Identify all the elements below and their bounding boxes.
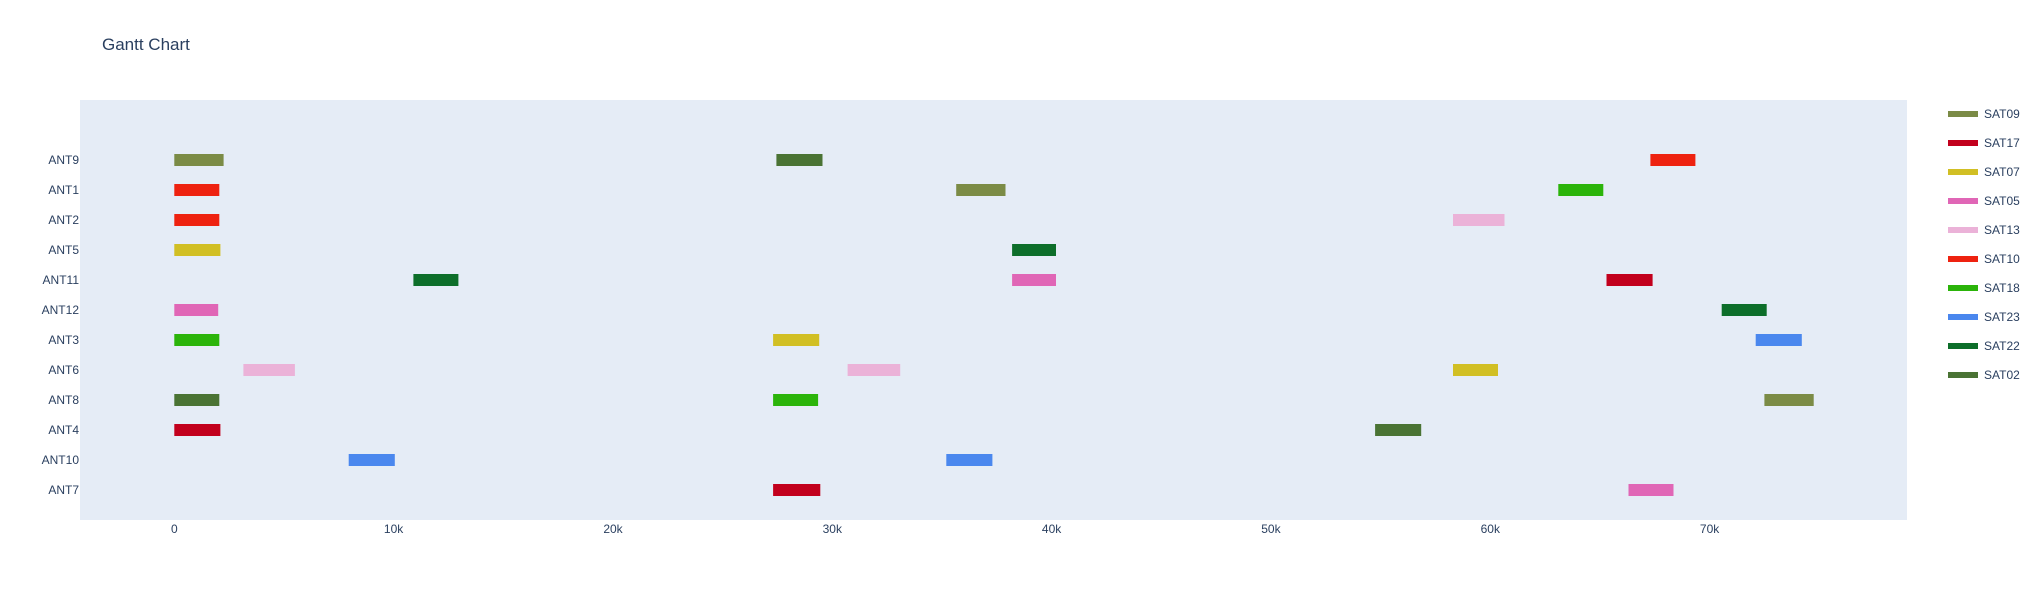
bars-layer	[174, 154, 1814, 496]
gantt-bar-ant1-sat09	[956, 184, 1006, 196]
legend-swatch	[1948, 256, 1978, 262]
legend-item-sat13[interactable]: SAT13	[1948, 223, 2020, 237]
gantt-bar-ant8-sat09	[1764, 394, 1814, 406]
y-tick-label: ANT11	[43, 273, 80, 287]
gantt-bar-ant11-sat22	[413, 274, 459, 286]
gantt-bar-ant3-sat23	[1755, 334, 1802, 346]
legend-item-sat05[interactable]: SAT05	[1948, 194, 2020, 208]
gantt-bar-ant5-sat22	[1012, 244, 1056, 256]
y-tick-label: ANT6	[48, 363, 79, 377]
legend-label: SAT10	[1984, 252, 2020, 266]
legend-swatch	[1948, 343, 1978, 349]
legend-item-sat07[interactable]: SAT07	[1948, 165, 2020, 179]
gantt-bar-ant1-sat18	[1558, 184, 1604, 196]
gantt-bar-ant3-sat07	[773, 334, 820, 346]
y-axis: ANT9 ANT1 ANT2 ANT5 ANT11 ANT12 ANT3 ANT6 ANT8 AN…	[42, 153, 80, 497]
gantt-bar-ant1-sat10	[174, 184, 220, 196]
legend-label: SAT07	[1984, 165, 2020, 179]
legend-label: SAT09	[1984, 107, 2020, 121]
gantt-bar-ant12-sat05	[174, 304, 219, 316]
legend-swatch	[1948, 314, 1978, 320]
y-tick-label: ANT1	[48, 183, 79, 197]
legend-swatch	[1948, 285, 1978, 291]
gantt-bar-ant6-sat07	[1453, 364, 1498, 376]
legend-label: SAT02	[1984, 368, 2020, 382]
x-tick-label: 30k	[823, 522, 843, 536]
legend-label: SAT17	[1984, 136, 2020, 150]
legend-item-sat22[interactable]: SAT22	[1948, 339, 2020, 353]
legend-swatch	[1948, 169, 1978, 175]
y-tick-label: ANT5	[48, 243, 79, 257]
gantt-bar-ant9-sat02	[776, 154, 823, 166]
y-tick-label: ANT2	[48, 213, 79, 227]
gantt-bar-ant3-sat18	[174, 334, 220, 346]
x-tick-label: 20k	[603, 522, 623, 536]
legend-item-sat17[interactable]: SAT17	[1948, 136, 2020, 150]
gantt-bar-ant6-sat13	[243, 364, 295, 376]
legend-item-sat10[interactable]: SAT10	[1948, 252, 2020, 266]
legend-item-sat09[interactable]: SAT09	[1948, 107, 2020, 121]
legend-swatch	[1948, 227, 1978, 233]
legend-label: SAT18	[1984, 281, 2020, 295]
x-tick-label: 0	[171, 522, 178, 536]
legend-item-sat23[interactable]: SAT23	[1948, 310, 2020, 324]
y-tick-label: ANT9	[48, 153, 79, 167]
gantt-bar-ant4-sat02	[1375, 424, 1422, 436]
legend-label: SAT13	[1984, 223, 2020, 237]
y-tick-label: ANT7	[48, 483, 79, 497]
y-tick-label: ANT4	[48, 423, 79, 437]
legend-swatch	[1948, 140, 1978, 146]
gantt-bar-ant8-sat02	[174, 394, 220, 406]
gantt-bar-ant8-sat18	[773, 394, 819, 406]
legend-swatch	[1948, 198, 1978, 204]
gantt-bar-ant9-sat09	[174, 154, 224, 166]
gantt-bar-ant2-sat13	[1453, 214, 1505, 226]
legend-item-sat02[interactable]: SAT02	[1948, 368, 2020, 382]
y-tick-label: ANT8	[48, 393, 79, 407]
gantt-bar-ant12-sat22	[1721, 304, 1767, 316]
legend-label: SAT22	[1984, 339, 2020, 353]
gantt-bar-ant2-sat10	[174, 214, 220, 226]
chart-title: Gantt Chart	[102, 35, 190, 54]
y-tick-label: ANT3	[48, 333, 79, 347]
gantt-bar-ant5-sat07	[174, 244, 221, 256]
plot-area	[80, 100, 1907, 520]
gantt-bar-ant6-sat13	[847, 364, 901, 376]
gantt-bar-ant11-sat05	[1012, 274, 1056, 286]
x-tick-label: 10k	[384, 522, 404, 536]
legend: SAT09 SAT17 SAT07 SAT05 SAT13 SAT10 SAT18 SAT23…	[1948, 107, 2020, 382]
gantt-bar-ant4-sat17	[174, 424, 221, 436]
legend-item-sat18[interactable]: SAT18	[1948, 281, 2020, 295]
x-axis: 0 10k 20k 30k 40k 50k 60k 70k	[171, 522, 1720, 536]
gantt-bar-ant9-sat10	[1650, 154, 1696, 166]
gantt-bar-ant10-sat23	[348, 454, 395, 466]
legend-swatch	[1948, 111, 1978, 117]
x-tick-label: 70k	[1700, 522, 1720, 536]
gantt-bar-ant10-sat23	[946, 454, 993, 466]
y-tick-label: ANT10	[42, 453, 80, 467]
legend-swatch	[1948, 372, 1978, 378]
x-tick-label: 40k	[1042, 522, 1062, 536]
x-tick-label: 50k	[1261, 522, 1281, 536]
x-tick-label: 60k	[1481, 522, 1501, 536]
legend-label: SAT23	[1984, 310, 2020, 324]
gantt-bar-ant11-sat17	[1606, 274, 1653, 286]
gantt-bar-ant7-sat05	[1628, 484, 1674, 496]
gantt-bar-ant7-sat17	[773, 484, 821, 496]
legend-label: SAT05	[1984, 194, 2020, 208]
y-tick-label: ANT12	[42, 303, 80, 317]
